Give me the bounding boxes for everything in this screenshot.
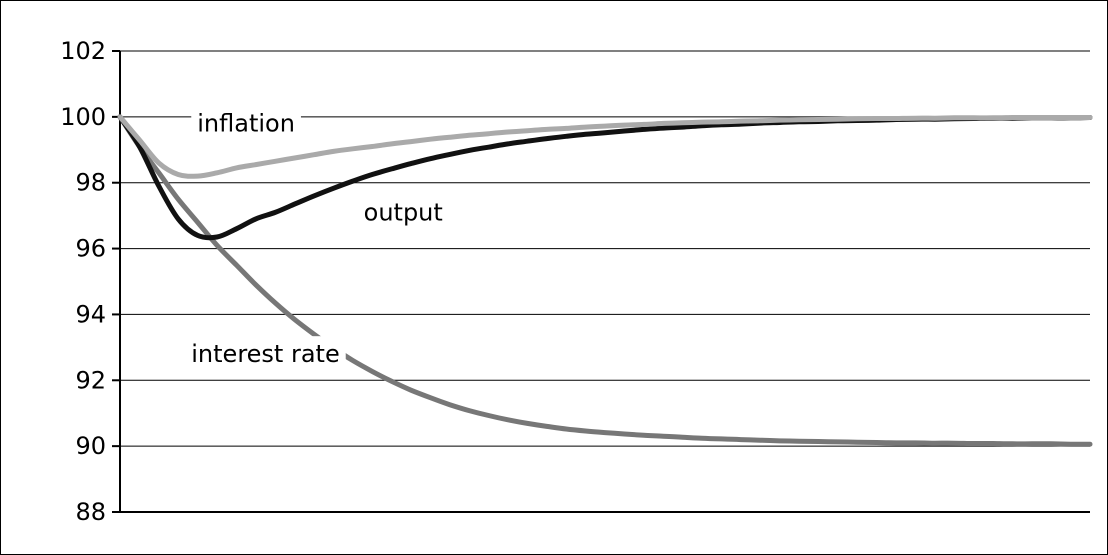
y-tick-label: 102 <box>60 37 106 65</box>
annotation-layer: inflation output interest rate <box>185 105 449 373</box>
y-tick-label: 88 <box>75 498 106 526</box>
y-tick-label: 94 <box>75 300 106 328</box>
series-label-bg <box>357 194 449 231</box>
y-tick-label: 92 <box>75 366 106 394</box>
axis-layer: 88 90 92 94 96 98 100 102 <box>60 37 1090 526</box>
series-label-bg <box>191 105 301 142</box>
series-layer <box>117 114 1093 447</box>
series-label-bg <box>185 336 346 373</box>
y-tick-label: 100 <box>60 103 106 131</box>
series-line-inflation <box>117 114 1093 179</box>
y-tick-label: 90 <box>75 432 106 460</box>
y-tick-label: 98 <box>75 169 106 197</box>
series-label-group: interest rate <box>185 336 346 373</box>
series-line-interest-rate <box>117 114 1093 447</box>
y-tick-label: 96 <box>75 235 106 263</box>
series-label: output <box>364 199 443 227</box>
series-label-group: output <box>357 194 449 231</box>
series-label-group: inflation <box>191 105 301 142</box>
series-label: inflation <box>197 110 295 138</box>
series-label: interest rate <box>191 340 339 368</box>
